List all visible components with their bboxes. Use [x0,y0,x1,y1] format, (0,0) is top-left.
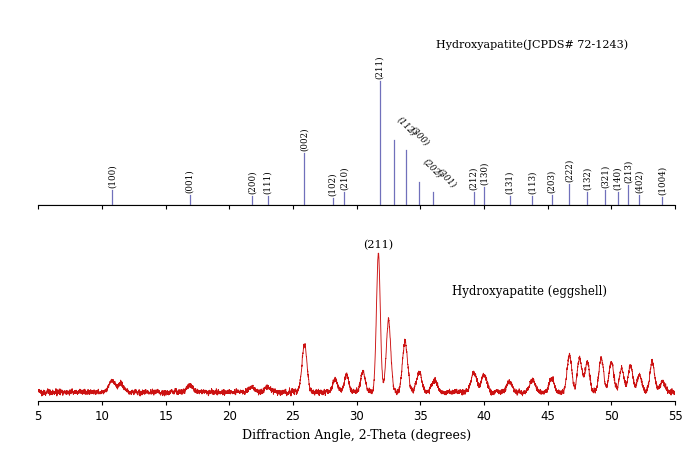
Text: Hydroxyapatite(JCPDS# 72-1243): Hydroxyapatite(JCPDS# 72-1243) [436,39,628,50]
Text: (203): (203) [547,170,556,193]
Text: (001): (001) [185,169,194,193]
Text: (300): (300) [409,125,431,148]
Text: (212): (212) [469,167,478,190]
Text: (202): (202) [421,157,444,180]
Text: Hydroxyapatite (eggshell): Hydroxyapatite (eggshell) [452,285,607,299]
Text: (213): (213) [624,160,633,183]
Text: (002): (002) [300,127,309,151]
Text: (100): (100) [108,164,117,188]
Text: (130): (130) [480,162,489,185]
Text: (200): (200) [248,170,257,194]
X-axis label: Diffraction Angle, 2-Theta (degrees): Diffraction Angle, 2-Theta (degrees) [242,429,471,442]
Text: (112): (112) [395,115,418,138]
Text: (113): (113) [528,170,537,194]
Text: (1004): (1004) [658,166,667,195]
Text: (210): (210) [340,167,349,190]
Text: (402): (402) [635,169,644,193]
Text: (301): (301) [435,167,458,190]
Text: (102): (102) [328,172,337,196]
Text: (140): (140) [613,167,622,190]
Text: (111): (111) [263,170,272,194]
Text: (132): (132) [583,167,592,190]
Text: (211): (211) [375,56,384,79]
Text: (321): (321) [601,165,610,188]
Text: (211): (211) [363,239,393,250]
Text: (131): (131) [505,170,514,194]
Text: (222): (222) [565,158,574,182]
